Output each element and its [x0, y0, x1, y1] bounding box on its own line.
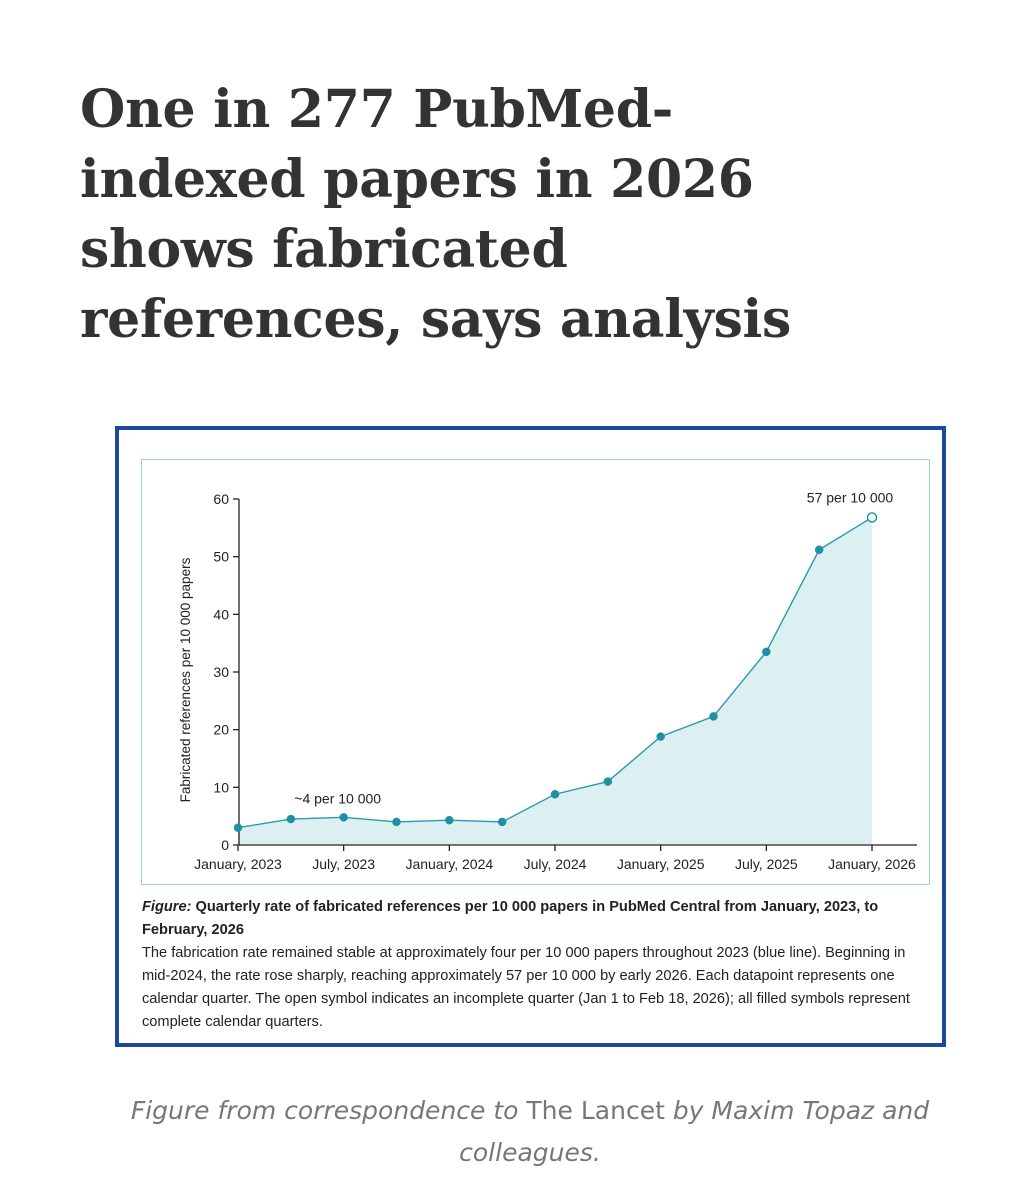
caption-title: Figure: Quarterly rate of fabricated ref… [142, 896, 932, 942]
headline-line: references, says analysis [80, 289, 791, 350]
y-tick-label: 60 [213, 491, 229, 507]
y-tick-label: 10 [213, 779, 229, 795]
data-point [339, 813, 348, 822]
data-point [392, 817, 401, 827]
data-point [656, 732, 665, 741]
x-tick-label: January, 2025 [617, 856, 705, 872]
data-point [709, 712, 718, 721]
source-prefix: Figure from correspondence to [130, 1096, 527, 1125]
data-point [814, 545, 824, 554]
data-point [497, 817, 507, 827]
y-tick-label: 40 [213, 606, 229, 622]
data-point [603, 777, 613, 786]
data-point [233, 823, 243, 832]
y-tick-label: 30 [213, 664, 229, 680]
caption-description: The fabrication rate remained stable at … [142, 945, 910, 1030]
x-tick-label: January, 2026 [828, 856, 916, 872]
y-tick-label: 20 [213, 722, 229, 738]
x-tick-label: July, 2023 [312, 856, 375, 872]
open-data-point [866, 512, 878, 523]
figure-caption: Figure: Quarterly rate of fabricated ref… [142, 896, 932, 1034]
y-tick-label: 0 [221, 837, 229, 853]
y-axis-label: Fabricated references per 10 000 papers [178, 557, 193, 802]
headline-line: shows fabricated [80, 219, 568, 280]
data-point [445, 815, 454, 825]
x-tick-label: July, 2024 [524, 856, 587, 872]
chart-container: 0 10 20 30 40 50 60 January, 2023 July, 2023 Janu… [141, 459, 930, 885]
data-point [550, 790, 560, 799]
line-chart: 0 10 20 30 40 50 60 January, 2023 July, 2023 Janu… [178, 489, 917, 872]
headline-line: One in 277 PubMed- [80, 79, 674, 140]
area-fill [238, 517, 872, 845]
figure-frame: 0 10 20 30 40 50 60 January, 2023 July, 2023 Janu… [115, 426, 946, 1047]
source-caption: Figure from correspondence to The Lancet… [80, 1090, 980, 1174]
caption-label: Figure: [142, 899, 192, 915]
annotation-label: 57 per 10 000 [807, 489, 894, 505]
y-tick-label: 50 [213, 549, 229, 565]
x-tick-label: January, 2023 [194, 856, 282, 872]
source-suffix: by Maxim Topaz and colleagues. [459, 1096, 930, 1167]
journal-name: The Lancet [526, 1096, 665, 1125]
annotation-label: ~4 per 10 000 [294, 790, 381, 806]
data-point [762, 647, 771, 657]
article-headline: One in 277 PubMed- indexed papers in 202… [80, 75, 920, 355]
headline-line: indexed papers in 2026 [80, 149, 754, 210]
caption-title-text: Quarterly rate of fabricated references … [142, 899, 879, 938]
x-tick-label: January, 2024 [405, 856, 493, 872]
data-point [286, 814, 296, 824]
x-tick-label: July, 2025 [735, 856, 798, 872]
